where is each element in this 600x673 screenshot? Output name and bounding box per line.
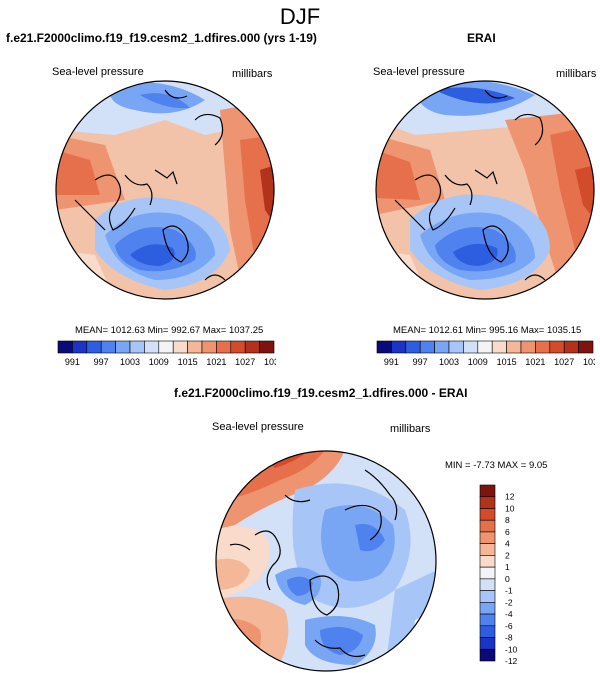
panel-erai-colorbar-swatch [434, 340, 450, 354]
panel-diff-colorbar-swatch [479, 648, 496, 662]
panel-erai-colorbar-swatch [376, 340, 392, 354]
panel-model-colorbar-tick-label: 1021 [206, 357, 226, 367]
panel-diff-colorbar-tick-label: -12 [505, 656, 518, 665]
panel-erai-colorbar-swatches [376, 340, 594, 354]
panel-model-colorbar-swatch [144, 340, 160, 354]
panel-erai-colorbar-swatch [549, 340, 565, 354]
panel-model-stats: MEAN= 1012.63 Min= 992.67 Max= 1037.25 [75, 325, 264, 336]
panel-erai-colorbar-tick-label: 997 [413, 357, 428, 367]
panel-model-colorbar-swatch [187, 340, 203, 354]
panel-model-colorbar-swatch [115, 340, 131, 354]
panel-erai-colorbar-tick-label: 991 [384, 357, 399, 367]
panel-diff-colorbar-tick-label: 4 [505, 539, 510, 549]
panel-model-colorbar-swatch [158, 340, 174, 354]
panel-erai-colorbar-swatch [448, 340, 464, 354]
panel-diff-stats: MIN = -7.73 MAX = 9.05 [445, 460, 548, 471]
panel-erai-colorbar-swatch [463, 340, 479, 354]
panel-erai-colorbar-swatch [506, 340, 522, 354]
panel-diff-colorbar-tick-label: 2 [505, 550, 510, 560]
panel-diff-variable-label: Sea-level pressure [212, 421, 304, 433]
panel-erai-colorbar-swatch [391, 340, 407, 354]
panel-erai-colorbar-tick-label: 1015 [497, 357, 517, 367]
panel-model-colorbar-swatch [216, 340, 232, 354]
panel-diff-colorbar-swatch [479, 625, 496, 638]
panel-diff-colorbar-tick-label: 6 [505, 527, 510, 537]
panel-erai-title: ERAI [467, 31, 496, 45]
panel-diff-colorbar-swatch [479, 496, 496, 509]
panel-diff-colorbar-tick-label: 8 [505, 515, 510, 525]
panel-diff-colorbar-swatch [479, 484, 496, 498]
panel-diff-colorbar-swatch [479, 531, 496, 544]
panel-diff-colorbar-tick-label: -6 [505, 621, 513, 631]
panel-diff-colorbar-tick-label: -2 [505, 597, 513, 607]
panel-erai-colorbar-tick-label: 1027 [554, 357, 574, 367]
panel-diff-colorbar-swatch [479, 637, 496, 650]
panel-model-colorbar-tick-label: 1015 [178, 357, 198, 367]
panel-model-colorbar: 991 997 1003 1009 1015 1021 1027 1033 [57, 340, 276, 367]
panel-erai-colorbar-tick-label: 1033 [583, 357, 595, 367]
panel-diff-units-label: millibars [390, 423, 431, 435]
panel-diff-colorbar-swatch [479, 543, 496, 556]
panel-diff-colorbar-swatch [479, 590, 496, 603]
panel-diff-colorbar-swatch [479, 613, 496, 627]
panel-erai-colorbar-swatch [405, 340, 421, 354]
panel-model-title: f.e21.F2000climo.f19_f19.cesm2_1.dfires.… [6, 31, 317, 45]
panel-diff-colorbar-swatches [479, 484, 496, 662]
panel-model-colorbar-tick-label: 1033 [264, 357, 276, 367]
panel-model-colorbar-swatch [230, 340, 246, 354]
panel-model-variable-label: Sea-level pressure [52, 66, 144, 78]
panel-model-colorbar-swatch [129, 340, 145, 354]
panel-model-colorbar-swatch [259, 340, 275, 354]
panel-diff-map [215, 450, 437, 672]
panel-diff-colorbar-tick-label: 10 [505, 503, 515, 513]
panel-diff-colorbar-tick-label: 12 [505, 492, 515, 502]
panel-model-colorbar-swatch [244, 340, 260, 354]
panel-diff-colorbar-swatch [479, 555, 496, 568]
panel-diff-title: f.e21.F2000climo.f19_f19.cesm2_1.dfires.… [174, 386, 468, 400]
panel-diff-colorbar-tick-label: -1 [505, 586, 513, 596]
panel-erai-colorbar-swatch [578, 340, 594, 354]
panel-erai-colorbar-swatch [535, 340, 551, 354]
panel-model-colorbar-swatch [201, 340, 217, 354]
panel-diff-colorbar-swatch [479, 602, 496, 615]
panel-erai-colorbar-swatch [520, 340, 536, 354]
panel-erai-colorbar-tick-label: 1021 [525, 357, 545, 367]
panel-erai-units-label: millibars [556, 68, 597, 80]
figure-title: DJF [279, 4, 321, 29]
panel-erai-stats: MEAN= 1012.61 Min= 995.16 Max= 1035.15 [393, 325, 582, 336]
panel-diff-colorbar-tick-label: -8 [505, 633, 513, 643]
panel-model-colorbar-tick-label: 1009 [149, 357, 169, 367]
panel-erai-colorbar-swatch [563, 340, 579, 354]
panel-diff-colorbar-swatch [479, 578, 496, 591]
panel-diff-colorbar-swatch [479, 519, 496, 533]
panel-model-colorbar-swatch [57, 340, 73, 354]
panel-model-colorbar-tick-label: 997 [94, 357, 109, 367]
panel-erai-variable-label: Sea-level pressure [373, 66, 465, 78]
panel-model-colorbar-swatch [72, 340, 88, 354]
panel-erai-colorbar-tick-label: 1003 [439, 357, 459, 367]
panel-model-colorbar-swatches [57, 340, 275, 354]
panel-model-colorbar-tick-label: 1003 [120, 357, 140, 367]
panel-model-units-label: millibars [232, 68, 273, 80]
panel-erai-colorbar-swatch [477, 340, 493, 354]
panel-diff-colorbar-tick-label: 1 [505, 562, 510, 572]
panel-model-colorbar-swatch [86, 340, 102, 354]
panel-model-colorbar-swatch [100, 340, 116, 354]
panel-diff-colorbar-swatch [479, 508, 496, 521]
panel-erai-colorbar-tick-label: 1009 [468, 357, 488, 367]
panel-model-map [55, 80, 275, 300]
panel-model-colorbar-tick-label: 991 [65, 357, 80, 367]
panel-diff-colorbar-tick-label: -10 [505, 644, 518, 654]
panel-erai-colorbar: 991 997 1003 1009 1015 1021 1027 1033 [376, 340, 595, 367]
panel-diff-colorbar-swatch [479, 566, 496, 580]
panel-model-colorbar-tick-label: 1027 [235, 357, 255, 367]
panel-model-colorbar-swatch [172, 340, 188, 354]
panel-erai-colorbar-swatch [491, 340, 507, 354]
panel-erai-colorbar-swatch [419, 340, 435, 354]
panel-erai-map [375, 80, 595, 300]
panel-diff-colorbar-tick-label: 0 [505, 574, 510, 584]
panel-diff-colorbar-tick-label: -4 [505, 609, 513, 619]
